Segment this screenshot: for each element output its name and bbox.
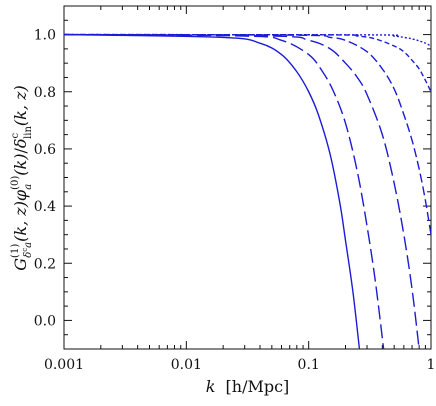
series-line-5 [64,33,431,93]
y-label-phi-sup: (0) [10,176,21,190]
y-label-delta-args: (k, z) [11,85,30,126]
series-line-3 [64,33,420,349]
y-label-phi-args: (k) [11,154,30,176]
axis-ticks [63,5,432,350]
plot-frame [63,5,432,350]
y-axis-label: G(1) δca(k, z)φ(0) a(k)/δc lin(k, z) [10,85,34,270]
y-label-G-sub-sup: c [21,248,29,252]
x-tick-label: 0.001 [44,357,84,373]
y-label-args: (k, z) [11,201,30,242]
x-tick-label: 0.01 [171,357,202,373]
y-tick-label: 0.8 [34,85,56,101]
series-line-2 [64,33,385,349]
x-axis-var: k [206,377,216,396]
y-tick-label: 0.4 [34,199,56,215]
x-tick-label: 1 [427,357,436,373]
y-tick-label: 0.6 [34,142,56,158]
x-tick-label: 0.1 [298,357,320,373]
x-axis-unit: [h/Mpc] [226,377,290,396]
y-tick-label: 0.0 [34,313,56,329]
y-tick-label: 0.2 [34,256,56,272]
y-label-phi: φ [11,189,30,201]
x-axis-label: k [h/Mpc] [206,377,290,396]
series-line-4 [64,33,431,235]
y-label-delta-sup: c [10,133,21,139]
y-label-delta: δ [11,139,30,149]
y-label-delta-sub: lin [23,126,34,139]
y-label-G: G [11,258,30,271]
y-label-slash: / [11,148,30,154]
y-label-G-sup: (1) [10,244,21,258]
series-line-1 [64,33,361,349]
y-label-G-sub-tail: a [23,242,34,248]
y-label-phi-sub: a [23,184,34,190]
series-group [64,33,431,349]
y-label-G-sub: δ [23,252,34,258]
y-tick-label: 1.0 [34,28,56,44]
tick-labels: 0.001 0.01 0.1 1 0.0 0.2 0.4 0.6 0.8 1.0 [34,28,436,373]
